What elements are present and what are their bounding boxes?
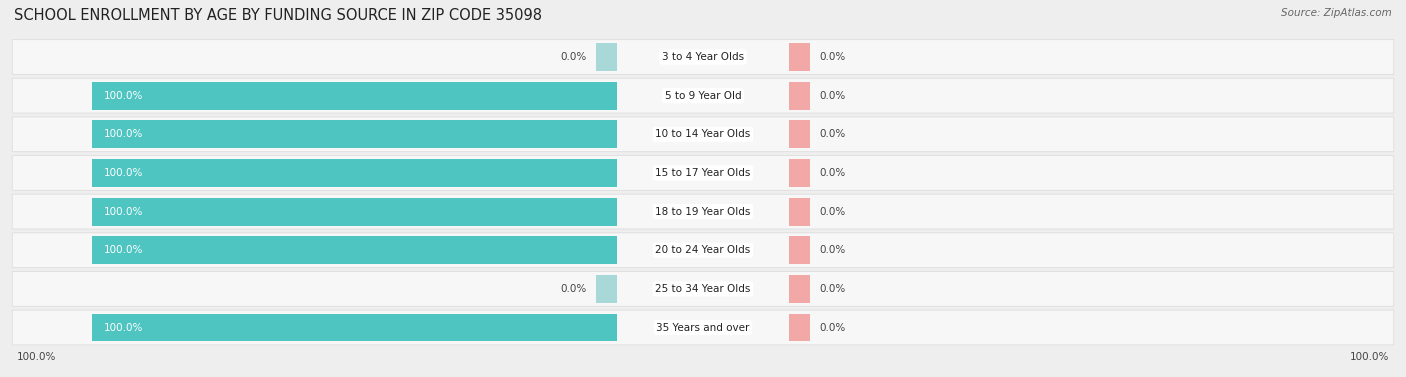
- Text: 15 to 17 Year Olds: 15 to 17 Year Olds: [655, 168, 751, 178]
- FancyBboxPatch shape: [596, 43, 617, 71]
- Text: 3 to 4 Year Olds: 3 to 4 Year Olds: [662, 52, 744, 62]
- FancyBboxPatch shape: [789, 120, 810, 148]
- Text: 20 to 24 Year Olds: 20 to 24 Year Olds: [655, 245, 751, 255]
- Text: 35 Years and over: 35 Years and over: [657, 322, 749, 333]
- Text: 0.0%: 0.0%: [820, 52, 845, 62]
- FancyBboxPatch shape: [596, 275, 617, 303]
- Text: 0.0%: 0.0%: [820, 90, 845, 101]
- Text: 100.0%: 100.0%: [104, 207, 143, 217]
- FancyBboxPatch shape: [13, 40, 1393, 74]
- FancyBboxPatch shape: [13, 156, 1393, 190]
- Text: 100.0%: 100.0%: [17, 352, 56, 362]
- Text: SCHOOL ENROLLMENT BY AGE BY FUNDING SOURCE IN ZIP CODE 35098: SCHOOL ENROLLMENT BY AGE BY FUNDING SOUR…: [14, 8, 543, 23]
- Text: 0.0%: 0.0%: [561, 52, 586, 62]
- FancyBboxPatch shape: [789, 198, 810, 225]
- Text: 0.0%: 0.0%: [820, 245, 845, 255]
- FancyBboxPatch shape: [91, 198, 617, 225]
- FancyBboxPatch shape: [789, 159, 810, 187]
- FancyBboxPatch shape: [91, 82, 617, 110]
- FancyBboxPatch shape: [91, 236, 617, 264]
- Text: 5 to 9 Year Old: 5 to 9 Year Old: [665, 90, 741, 101]
- FancyBboxPatch shape: [13, 271, 1393, 306]
- Text: Source: ZipAtlas.com: Source: ZipAtlas.com: [1281, 8, 1392, 18]
- FancyBboxPatch shape: [13, 117, 1393, 152]
- Text: 0.0%: 0.0%: [820, 322, 845, 333]
- FancyBboxPatch shape: [789, 314, 810, 342]
- FancyBboxPatch shape: [789, 82, 810, 110]
- Text: 18 to 19 Year Olds: 18 to 19 Year Olds: [655, 207, 751, 217]
- Text: 25 to 34 Year Olds: 25 to 34 Year Olds: [655, 284, 751, 294]
- Text: 100.0%: 100.0%: [104, 90, 143, 101]
- Text: 100.0%: 100.0%: [104, 129, 143, 139]
- FancyBboxPatch shape: [789, 43, 810, 71]
- Text: 100.0%: 100.0%: [1350, 352, 1389, 362]
- FancyBboxPatch shape: [91, 314, 617, 342]
- Text: 0.0%: 0.0%: [561, 284, 586, 294]
- Text: 0.0%: 0.0%: [820, 284, 845, 294]
- Text: 100.0%: 100.0%: [104, 168, 143, 178]
- Text: 100.0%: 100.0%: [104, 322, 143, 333]
- FancyBboxPatch shape: [13, 233, 1393, 268]
- Text: 0.0%: 0.0%: [820, 129, 845, 139]
- FancyBboxPatch shape: [789, 275, 810, 303]
- FancyBboxPatch shape: [91, 159, 617, 187]
- Text: 100.0%: 100.0%: [104, 245, 143, 255]
- FancyBboxPatch shape: [789, 236, 810, 264]
- FancyBboxPatch shape: [91, 120, 617, 148]
- FancyBboxPatch shape: [13, 194, 1393, 229]
- Text: 0.0%: 0.0%: [820, 207, 845, 217]
- Text: 0.0%: 0.0%: [820, 168, 845, 178]
- FancyBboxPatch shape: [13, 78, 1393, 113]
- Text: 10 to 14 Year Olds: 10 to 14 Year Olds: [655, 129, 751, 139]
- FancyBboxPatch shape: [13, 310, 1393, 345]
